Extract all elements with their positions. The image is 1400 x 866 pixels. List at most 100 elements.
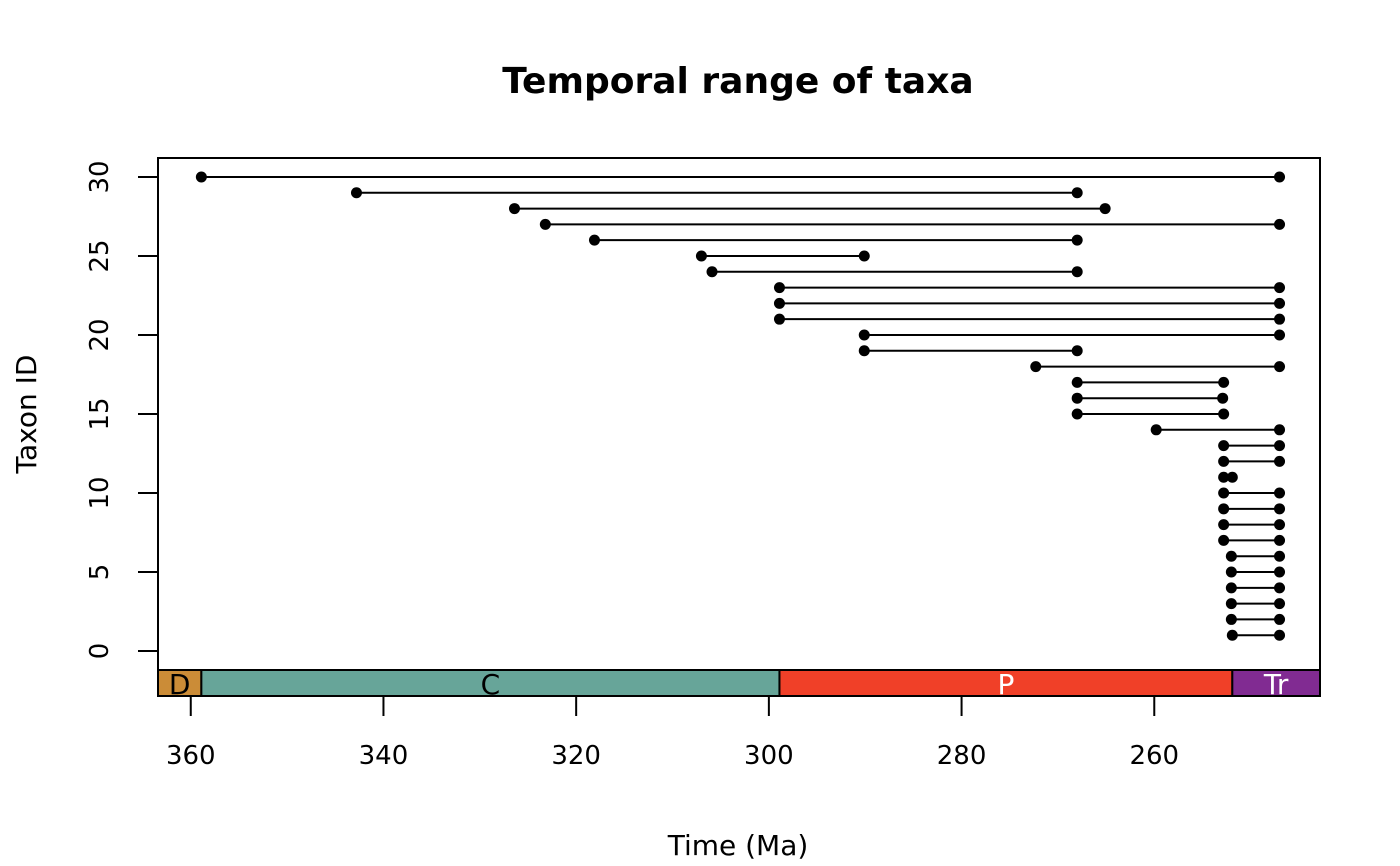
taxon-range-26 (588, 234, 1083, 246)
range-start-point (1218, 503, 1230, 515)
range-start-point (1225, 550, 1237, 562)
period-box-p (778, 669, 1234, 697)
range-start-point (195, 171, 207, 183)
taxon-range-13 (1218, 440, 1286, 452)
x-tick-label-300: 300 (744, 741, 794, 771)
range-start-point (1218, 440, 1230, 452)
period-label-c: C (481, 668, 501, 701)
range-start-point (1071, 408, 1083, 420)
range-start-point (1071, 392, 1083, 404)
range-start-point (1218, 534, 1230, 546)
taxon-range-16 (1071, 392, 1229, 404)
range-end-point (1274, 440, 1286, 452)
x-tick-label-260: 260 (1129, 741, 1179, 771)
range-start-point (1071, 376, 1083, 388)
range-end-point (1274, 329, 1286, 341)
range-start-point (773, 297, 785, 309)
range-start-point (1226, 629, 1238, 641)
taxon-range-14 (1150, 424, 1286, 436)
range-end-point (1274, 629, 1286, 641)
taxon-range-7 (1218, 534, 1286, 546)
taxon-range-21 (773, 313, 1286, 325)
taxon-range-18 (1030, 361, 1286, 373)
x-tick-label-340: 340 (359, 741, 409, 771)
x-tick-label-280: 280 (937, 741, 987, 771)
range-end-point (1274, 519, 1286, 531)
chart-title: Temporal range of taxa (502, 61, 973, 102)
taxon-range-10 (1218, 487, 1286, 499)
range-end-point (858, 250, 870, 262)
range-start-point (858, 345, 870, 357)
range-start-point (773, 282, 785, 294)
range-end-point (1099, 203, 1111, 215)
range-end-point (1274, 455, 1286, 467)
taxon-range-29 (350, 187, 1083, 199)
range-end-point (1218, 376, 1230, 388)
y-tick-label-15: 15 (85, 397, 115, 430)
range-end-point (1071, 234, 1083, 246)
taxon-range-6 (1225, 550, 1286, 562)
period-bar: D C P Tr (157, 668, 1321, 701)
y-axis: 0 5 10 15 20 25 30 (85, 160, 159, 660)
y-tick-label-10: 10 (85, 476, 115, 509)
taxon-range-4 (1225, 582, 1286, 594)
taxon-range-27 (539, 218, 1286, 230)
taxon-range-17 (1071, 376, 1230, 388)
range-start-point (1218, 455, 1230, 467)
range-end-point (1071, 187, 1083, 199)
y-tick-label-5: 5 (85, 564, 115, 581)
taxon-range-9 (1218, 503, 1286, 515)
period-label-tr: Tr (1263, 668, 1289, 701)
taxon-range-24 (706, 266, 1083, 278)
period-box-tr (1231, 669, 1321, 697)
range-end-point (1071, 266, 1083, 278)
y-tick-label-25: 25 (85, 239, 115, 272)
range-end-point (1274, 613, 1286, 625)
taxon-range-2 (1225, 613, 1286, 625)
range-end-point (1274, 218, 1286, 230)
taxon-range-23 (773, 282, 1286, 294)
range-end-point (1274, 171, 1286, 183)
range-end-point (1274, 566, 1286, 578)
taxon-range-8 (1218, 519, 1286, 531)
taxon-range-1 (1226, 629, 1286, 641)
y-tick-label-30: 30 (85, 160, 115, 193)
taxon-range-30 (195, 171, 1286, 183)
range-end-point (1274, 598, 1286, 610)
range-start-point (350, 187, 362, 199)
x-axis-label: Time (Ma) (667, 829, 809, 862)
taxon-range-22 (773, 297, 1286, 309)
range-end-point (1274, 534, 1286, 546)
range-start-point (1218, 519, 1230, 531)
range-start-point (773, 313, 785, 325)
range-start-point (695, 250, 707, 262)
range-start-point (1218, 487, 1230, 499)
x-tick-label-360: 360 (166, 741, 216, 771)
taxon-range-28 (509, 203, 1111, 215)
range-end-point (1274, 550, 1286, 562)
range-end-point (1274, 297, 1286, 309)
y-tick-label-0: 0 (85, 643, 115, 660)
range-start-point (1150, 424, 1162, 436)
period-label-p: P (997, 668, 1014, 701)
taxon-range-25 (695, 250, 870, 262)
taxon-range-5 (1225, 566, 1286, 578)
range-start-point (1225, 566, 1237, 578)
range-start-point (1225, 598, 1237, 610)
range-start-point (706, 266, 718, 278)
range-end-point (1274, 282, 1286, 294)
y-tick-label-20: 20 (85, 318, 115, 351)
range-end-point (1217, 392, 1229, 404)
range-end-point (1274, 503, 1286, 515)
range-end-point (1071, 345, 1083, 357)
y-axis-label: Taxon ID (10, 355, 43, 475)
range-end-point (1274, 487, 1286, 499)
x-tick-label-320: 320 (551, 741, 601, 771)
plot-area (157, 157, 1321, 671)
range-end-point (1274, 424, 1286, 436)
period-box-c (200, 669, 781, 697)
taxon-range-19 (858, 345, 1083, 357)
range-end-point (1274, 582, 1286, 594)
range-start-point (588, 234, 600, 246)
